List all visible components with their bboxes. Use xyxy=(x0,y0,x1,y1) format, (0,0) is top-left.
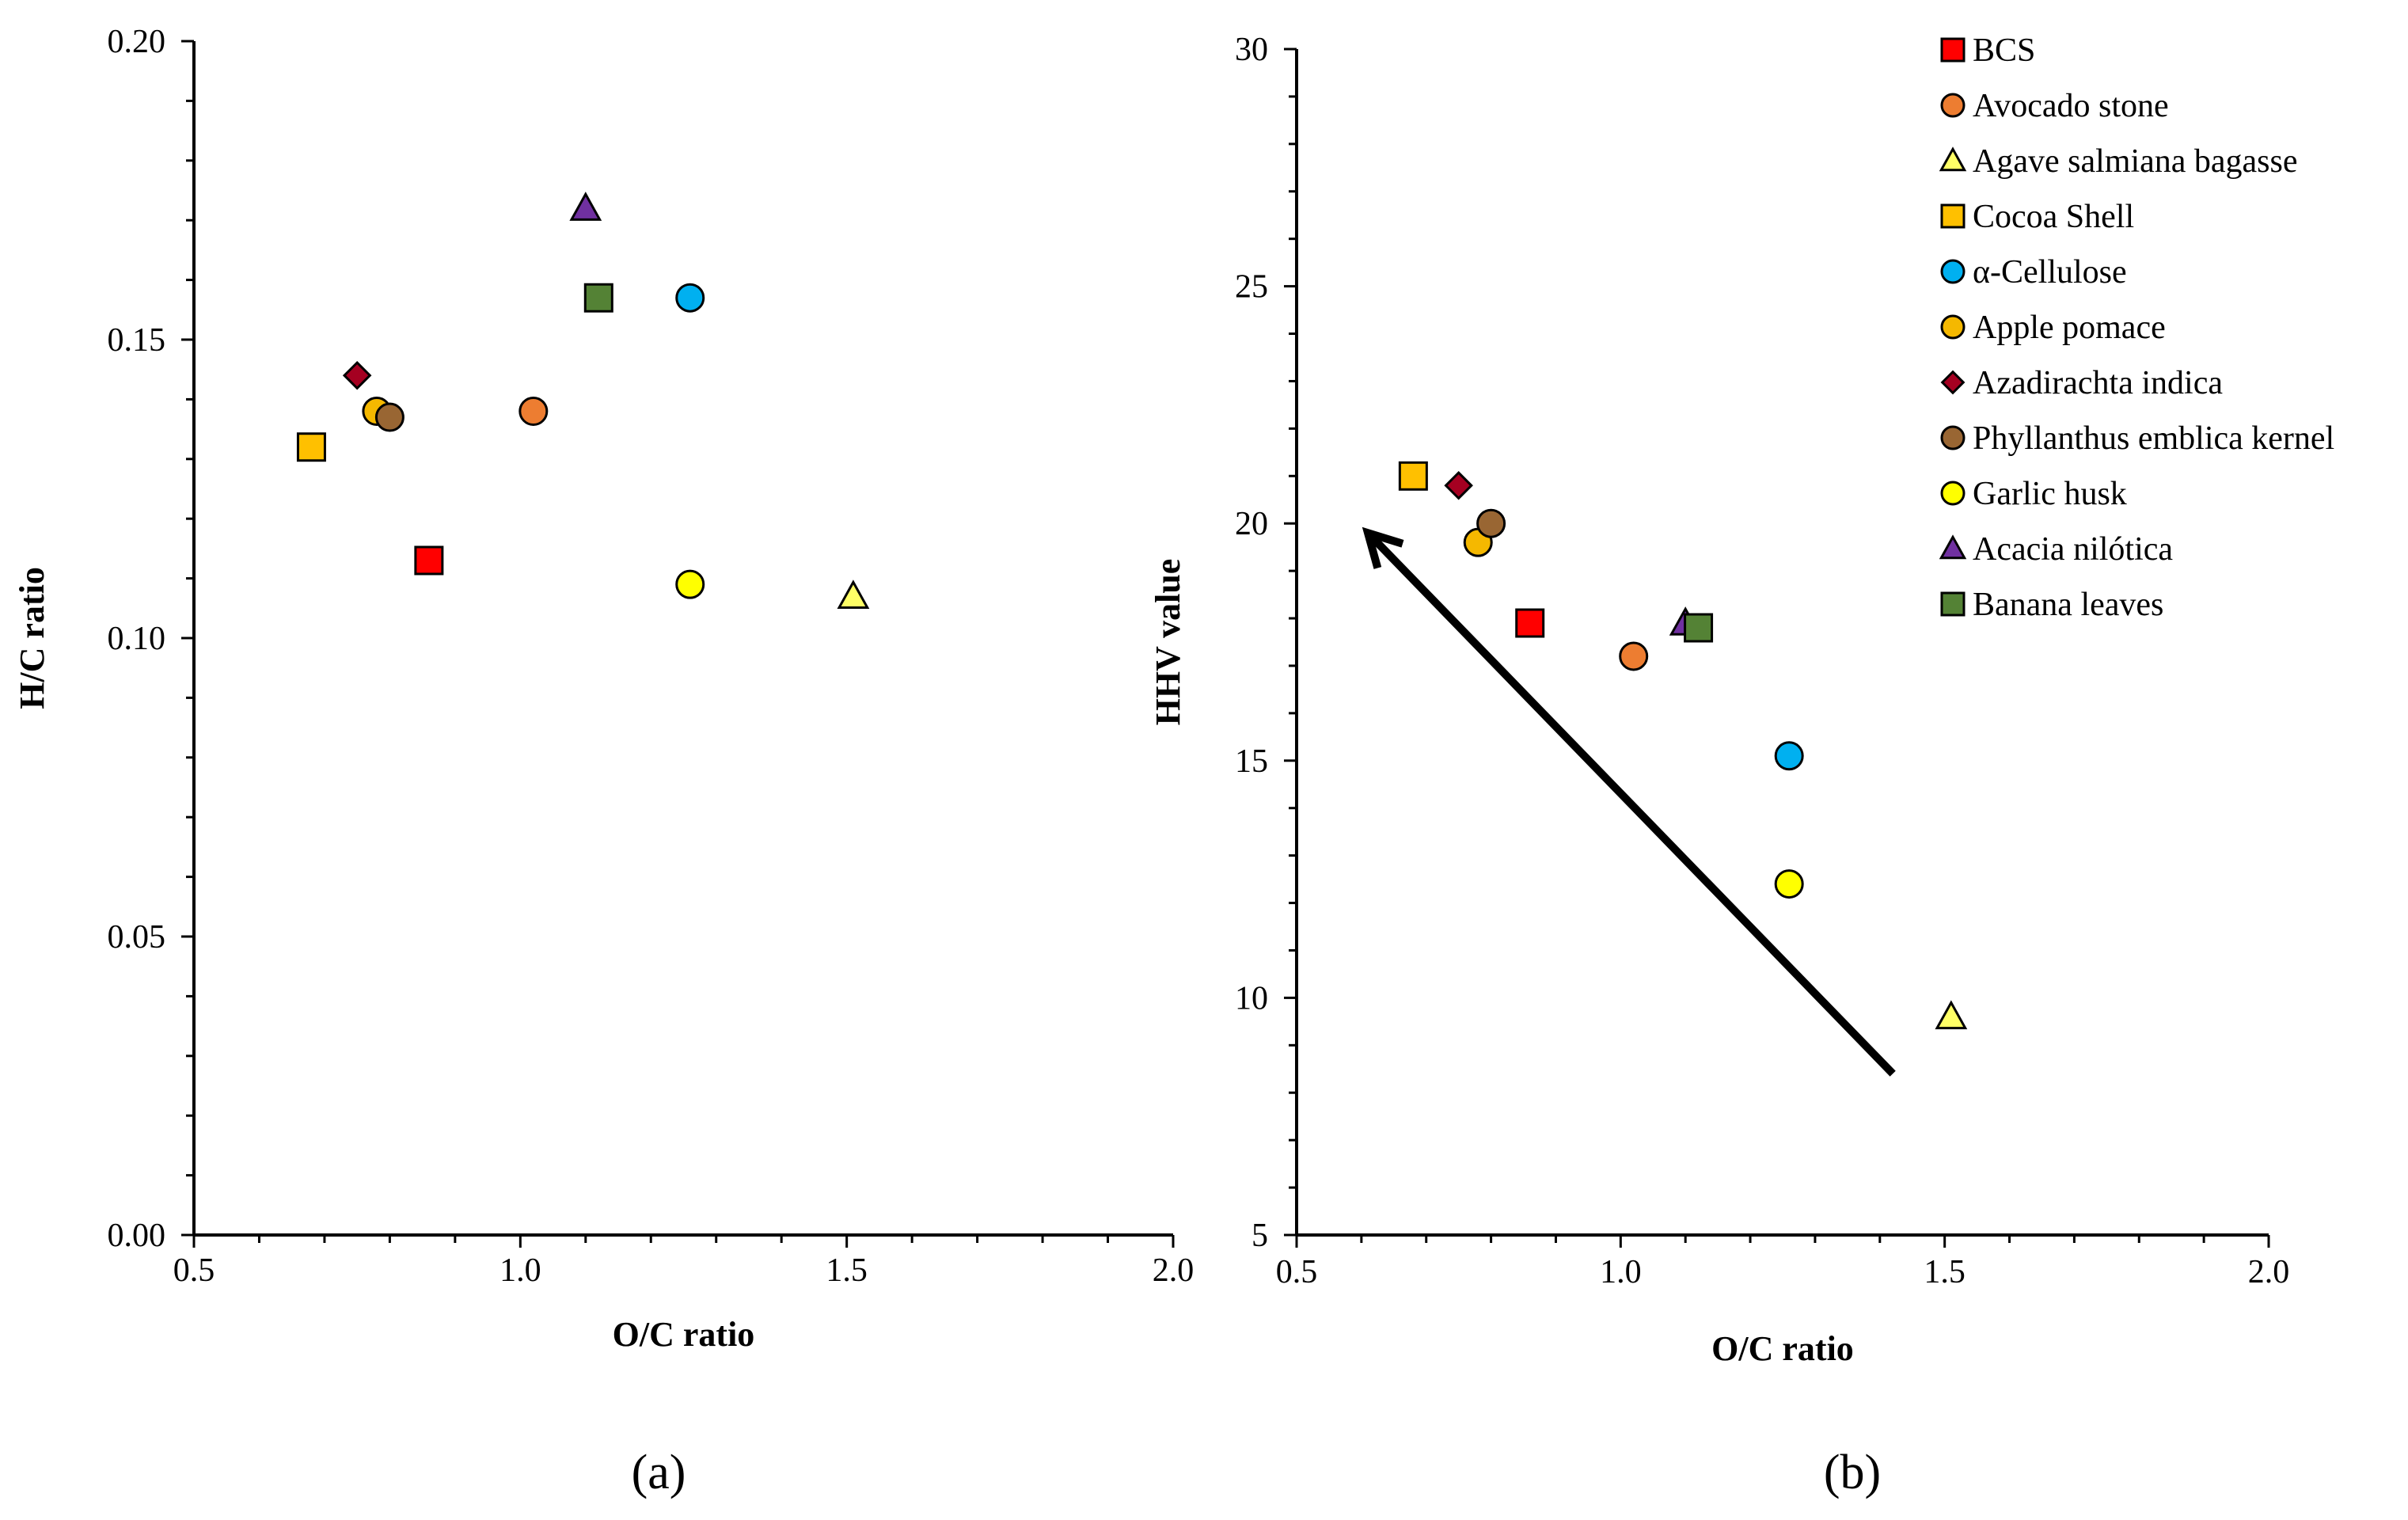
point-phyllanthus-emblica-kernel xyxy=(1476,508,1506,538)
legend-item-banana-leaves: Banana leaves xyxy=(1940,587,2163,623)
legend-label: Avocado stone xyxy=(1973,88,2169,124)
panel-a-chart: 0.5 1.0 1.5 2.0 0.00 0.05 0.10 0.15 0.20 O/C rati… xyxy=(13,24,1194,1354)
panel-b-label: (b) xyxy=(1824,1446,1881,1499)
y-axis-title: HHV value xyxy=(1149,559,1187,726)
legend: BCS Avocado stone Agave salmiana bagasse Co… xyxy=(1939,32,2334,623)
trend-arrow-head xyxy=(1362,526,1404,569)
legend-label: Banana leaves xyxy=(1973,587,2163,623)
legend-item-avocado-stone: Avocado stone xyxy=(1940,88,2169,124)
legend-item-azadirachta-indica: Azadirachta indica xyxy=(1940,365,2223,401)
y-tick-label: 25 xyxy=(1235,269,1268,306)
point-garlic-husk xyxy=(675,569,705,599)
y-tick-label: 0.10 xyxy=(108,621,166,657)
y-tick-label: 20 xyxy=(1235,506,1268,542)
trend-arrow xyxy=(1362,526,1896,1077)
point-garlic-husk xyxy=(1774,869,1804,899)
x-axis-title: O/C ratio xyxy=(1711,1329,1854,1368)
legend-label: Acacia nilótica xyxy=(1973,531,2173,568)
point-cocoa-shell xyxy=(296,432,326,462)
legend-label: BCS xyxy=(1973,32,2035,69)
x-tick-label: 1.0 xyxy=(1600,1254,1642,1290)
point-azadirachta-indica xyxy=(342,360,372,390)
legend-label: Garlic husk xyxy=(1973,476,2127,512)
point-cocoa-shell xyxy=(1398,461,1428,491)
point-banana-leaves xyxy=(583,283,613,313)
x-tick-label: 1.0 xyxy=(499,1252,541,1289)
point-avocado-stone xyxy=(1619,641,1649,671)
x-tick-label: 0.5 xyxy=(173,1252,215,1289)
legend-marker-garlic-husk xyxy=(1940,481,1966,506)
y-axis-title: H/C ratio xyxy=(13,567,51,709)
legend-item-alpha-cellulose: α-Cellulose xyxy=(1940,254,2127,291)
trend-arrow-shaft xyxy=(1368,534,1896,1077)
legend-label: Azadirachta indica xyxy=(1973,365,2223,401)
point-agave-salmiana-bagasse xyxy=(1935,1000,1968,1030)
y-tick-label: 0.05 xyxy=(108,919,166,956)
x-tick-label: 0.5 xyxy=(1276,1254,1318,1290)
legend-item-cocoa-shell: Cocoa Shell xyxy=(1940,199,2134,235)
y-tick-label: 0.20 xyxy=(108,24,166,60)
legend-marker-avocado-stone xyxy=(1940,93,1966,118)
legend-label: Phyllanthus emblica kernel xyxy=(1973,420,2334,457)
legend-marker-bcs xyxy=(1940,37,1966,63)
panel-b-chart: 0.5 1.0 1.5 2.0 5 10 15 20 25 30 O/C ratio HHV valu… xyxy=(1149,32,2289,1368)
x-tick-label: 1.5 xyxy=(826,1252,868,1289)
legend-marker-apple-pomace xyxy=(1940,314,1966,340)
y-tick-label: 0.00 xyxy=(108,1218,166,1254)
legend-item-garlic-husk: Garlic husk xyxy=(1940,476,2127,512)
point-acacia-nilotica xyxy=(569,192,602,221)
x-tick-label: 2.0 xyxy=(1153,1252,1195,1289)
point-phyllanthus-emblica-kernel xyxy=(374,402,404,432)
point-banana-leaves xyxy=(1684,613,1714,643)
point-agave-salmiana-bagasse xyxy=(837,580,870,609)
legend-label: Cocoa Shell xyxy=(1973,199,2134,235)
y-tick-label: 30 xyxy=(1235,32,1268,68)
y-tick-label: 15 xyxy=(1235,743,1268,780)
legend-item-phyllanthus-emblica-kernel: Phyllanthus emblica kernel xyxy=(1940,420,2334,457)
point-alpha-cellulose xyxy=(675,283,705,313)
legend-marker-agave-salmiana-bagasse xyxy=(1939,146,1967,172)
point-bcs xyxy=(1515,608,1545,638)
legend-marker-azadirachta-indica xyxy=(1940,370,1966,395)
point-avocado-stone xyxy=(518,396,549,426)
legend-item-agave-salmiana-bagasse: Agave salmiana bagasse xyxy=(1939,143,2298,180)
x-axis-title: O/C ratio xyxy=(613,1315,755,1354)
panel-a-label: (a) xyxy=(632,1446,686,1499)
legend-item-bcs: BCS xyxy=(1940,32,2035,69)
legend-item-acacia-nilotica: Acacia nilótica xyxy=(1939,531,2173,568)
point-alpha-cellulose xyxy=(1774,741,1804,771)
y-tick-label: 5 xyxy=(1251,1218,1268,1254)
legend-label: Agave salmiana bagasse xyxy=(1973,143,2298,180)
legend-item-apple-pomace: Apple pomace xyxy=(1940,310,2166,346)
legend-marker-banana-leaves xyxy=(1940,591,1966,617)
legend-marker-cocoa-shell xyxy=(1940,203,1966,229)
legend-label: Apple pomace xyxy=(1973,310,2166,346)
x-tick-label: 1.5 xyxy=(1924,1254,1966,1290)
legend-marker-phyllanthus-emblica-kernel xyxy=(1940,425,1966,450)
legend-marker-acacia-nilotica xyxy=(1939,534,1967,560)
legend-label: α-Cellulose xyxy=(1973,254,2127,291)
point-bcs xyxy=(414,545,444,576)
y-tick-label: 0.15 xyxy=(108,322,166,359)
y-tick-label: 10 xyxy=(1235,980,1268,1016)
point-azadirachta-indica xyxy=(1444,470,1473,500)
x-tick-label: 2.0 xyxy=(2248,1254,2290,1290)
legend-marker-alpha-cellulose xyxy=(1940,259,1966,284)
